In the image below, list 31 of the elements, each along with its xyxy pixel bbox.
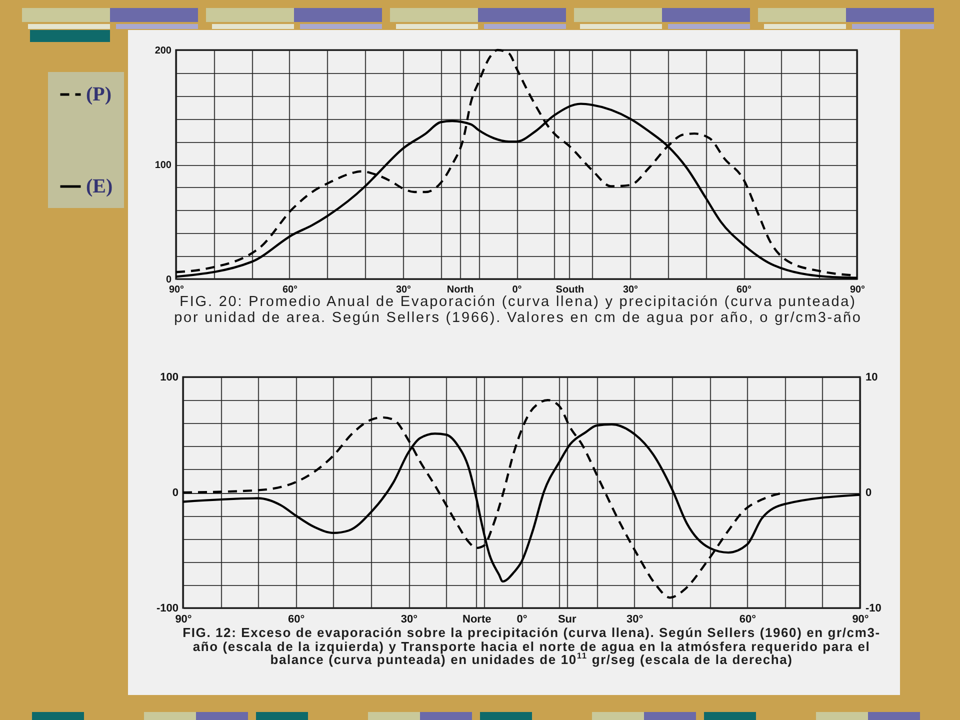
- x-tick-label: 90°: [850, 284, 866, 296]
- y-tick-label: 200: [154, 46, 172, 56]
- x-tick-label: Sur: [558, 614, 578, 626]
- y-tick-label: 0: [166, 274, 172, 286]
- y2-tick-label: 0: [866, 487, 872, 499]
- y2-tick-label: -10: [866, 602, 882, 614]
- x-tick-label: 60°: [282, 284, 298, 296]
- x-tick-label: South: [556, 284, 584, 296]
- y2-tick-label: 10: [866, 372, 878, 384]
- x-tick-label: 60°: [288, 614, 305, 626]
- x-tick-label: 60°: [739, 614, 756, 626]
- y-tick-label: 100: [160, 372, 178, 384]
- x-tick-label: 60°: [736, 284, 752, 296]
- legend-label: (E): [86, 176, 113, 198]
- y-tick-label: 0: [172, 487, 178, 499]
- x-tick-label: Norte: [462, 614, 492, 626]
- x-tick-label: 0°: [516, 614, 528, 626]
- y-tick-label: 100: [154, 160, 172, 171]
- legend-label: (P): [86, 84, 112, 106]
- caption: FIG. 20: Promedio Anual de Evaporación (curva llena) y precipitación (curva punteada) por unidad de area. Según Sellers (1966). Valores en cm de agua por año, o gr/cm3-año: [173, 294, 863, 326]
- x-tick-label: 90°: [175, 614, 192, 626]
- x-tick-label: 30°: [396, 284, 412, 296]
- x-tick-label: 90°: [852, 614, 869, 626]
- x-tick-label: 30°: [622, 284, 638, 296]
- x-tick-label: 30°: [626, 614, 644, 626]
- x-tick-label: 90°: [168, 284, 184, 296]
- x-tick-label: North: [446, 284, 474, 296]
- x-tick-label: 30°: [400, 614, 418, 626]
- x-tick-label: 0°: [512, 284, 522, 296]
- caption: FIG. 12: Exceso de evaporación sobre la precipitación (curva llena). Según Sellers (1960) en gr/cm3-año (escala de la izquierda) y Transporte hacia el norte de agua en la atmósfera requerido para el balance (curva punteada) en unidades de 10$^{11}$ gr/seg (escala de la derecha): [182, 625, 882, 667]
- y-tick-label: -100: [156, 602, 178, 614]
